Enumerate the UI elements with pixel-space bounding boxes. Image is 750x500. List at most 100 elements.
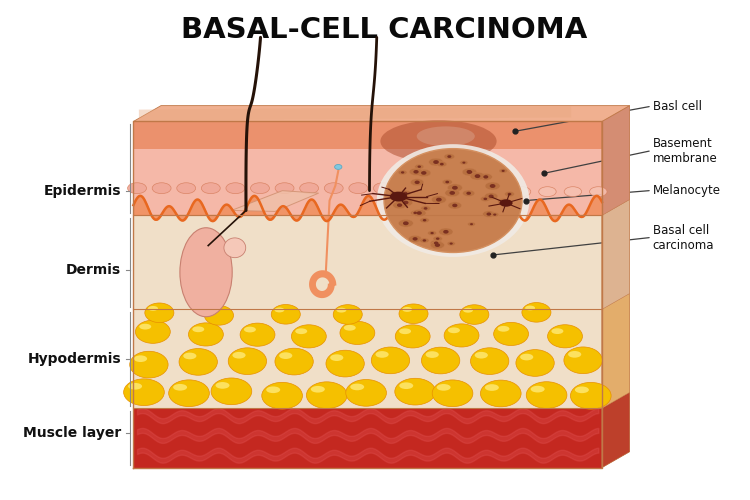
Ellipse shape [376, 144, 530, 257]
Ellipse shape [526, 382, 567, 408]
Ellipse shape [334, 164, 342, 170]
Ellipse shape [488, 186, 506, 196]
Polygon shape [602, 106, 629, 216]
Ellipse shape [130, 352, 168, 378]
Ellipse shape [179, 348, 218, 375]
Ellipse shape [488, 194, 494, 198]
Ellipse shape [436, 162, 447, 167]
Ellipse shape [554, 335, 577, 342]
Ellipse shape [475, 174, 481, 178]
Ellipse shape [403, 200, 409, 204]
Ellipse shape [484, 193, 498, 200]
Ellipse shape [350, 384, 364, 390]
Ellipse shape [487, 212, 491, 216]
Ellipse shape [380, 120, 496, 162]
Ellipse shape [499, 168, 507, 173]
Ellipse shape [394, 192, 397, 194]
Ellipse shape [415, 180, 420, 184]
Ellipse shape [527, 312, 546, 316]
Ellipse shape [183, 352, 196, 360]
Ellipse shape [485, 182, 500, 190]
Ellipse shape [307, 382, 347, 408]
Ellipse shape [500, 332, 523, 339]
Ellipse shape [525, 306, 535, 310]
Ellipse shape [310, 386, 325, 392]
Ellipse shape [246, 334, 269, 340]
Ellipse shape [268, 394, 296, 402]
Ellipse shape [475, 352, 488, 358]
Ellipse shape [490, 212, 499, 217]
Ellipse shape [434, 242, 439, 244]
Text: Basl cell: Basl cell [652, 100, 702, 113]
Ellipse shape [398, 170, 407, 174]
Ellipse shape [404, 192, 407, 194]
Ellipse shape [427, 231, 436, 235]
Polygon shape [602, 106, 629, 468]
Ellipse shape [232, 352, 245, 358]
Ellipse shape [462, 168, 477, 176]
Ellipse shape [568, 351, 581, 358]
Ellipse shape [466, 170, 471, 173]
Ellipse shape [442, 180, 452, 184]
Ellipse shape [215, 382, 229, 388]
Ellipse shape [397, 204, 402, 207]
Ellipse shape [352, 392, 380, 399]
Ellipse shape [395, 325, 430, 348]
Ellipse shape [349, 183, 368, 194]
Ellipse shape [498, 198, 510, 205]
Ellipse shape [409, 236, 422, 242]
Ellipse shape [447, 183, 466, 194]
Text: Epidermis: Epidermis [44, 184, 121, 198]
Ellipse shape [173, 384, 187, 390]
Bar [134, 216, 602, 310]
Ellipse shape [443, 230, 448, 234]
Ellipse shape [430, 232, 433, 234]
Ellipse shape [421, 206, 430, 211]
Ellipse shape [392, 192, 399, 196]
Ellipse shape [435, 244, 440, 247]
Ellipse shape [390, 192, 407, 202]
Ellipse shape [371, 347, 410, 374]
Ellipse shape [423, 219, 427, 222]
Ellipse shape [134, 356, 147, 362]
Ellipse shape [344, 325, 355, 330]
Ellipse shape [389, 191, 400, 196]
Ellipse shape [396, 195, 409, 202]
Ellipse shape [497, 326, 509, 332]
Ellipse shape [145, 303, 174, 322]
Ellipse shape [571, 382, 611, 409]
Ellipse shape [346, 332, 369, 338]
Ellipse shape [251, 183, 269, 194]
Ellipse shape [430, 242, 445, 249]
Ellipse shape [433, 160, 439, 164]
Text: Hypodermis: Hypodermis [28, 352, 121, 366]
Ellipse shape [479, 174, 492, 180]
Ellipse shape [188, 323, 224, 346]
Polygon shape [134, 106, 629, 122]
Ellipse shape [523, 362, 548, 369]
Ellipse shape [477, 360, 502, 367]
Ellipse shape [417, 169, 430, 176]
Ellipse shape [326, 350, 364, 377]
Ellipse shape [403, 222, 409, 225]
Bar [134, 310, 602, 408]
Ellipse shape [340, 322, 375, 344]
Ellipse shape [485, 384, 499, 391]
Ellipse shape [430, 240, 442, 246]
Ellipse shape [452, 186, 458, 190]
Ellipse shape [446, 180, 449, 184]
Ellipse shape [447, 155, 452, 158]
Ellipse shape [533, 394, 560, 401]
Ellipse shape [449, 191, 455, 195]
Ellipse shape [488, 392, 514, 400]
Ellipse shape [296, 328, 307, 334]
Ellipse shape [440, 392, 466, 399]
Ellipse shape [470, 223, 473, 225]
Ellipse shape [142, 330, 164, 337]
Ellipse shape [150, 312, 169, 317]
Ellipse shape [418, 166, 421, 168]
Ellipse shape [440, 163, 444, 166]
Ellipse shape [176, 392, 202, 399]
Ellipse shape [538, 186, 556, 196]
Ellipse shape [209, 314, 229, 320]
